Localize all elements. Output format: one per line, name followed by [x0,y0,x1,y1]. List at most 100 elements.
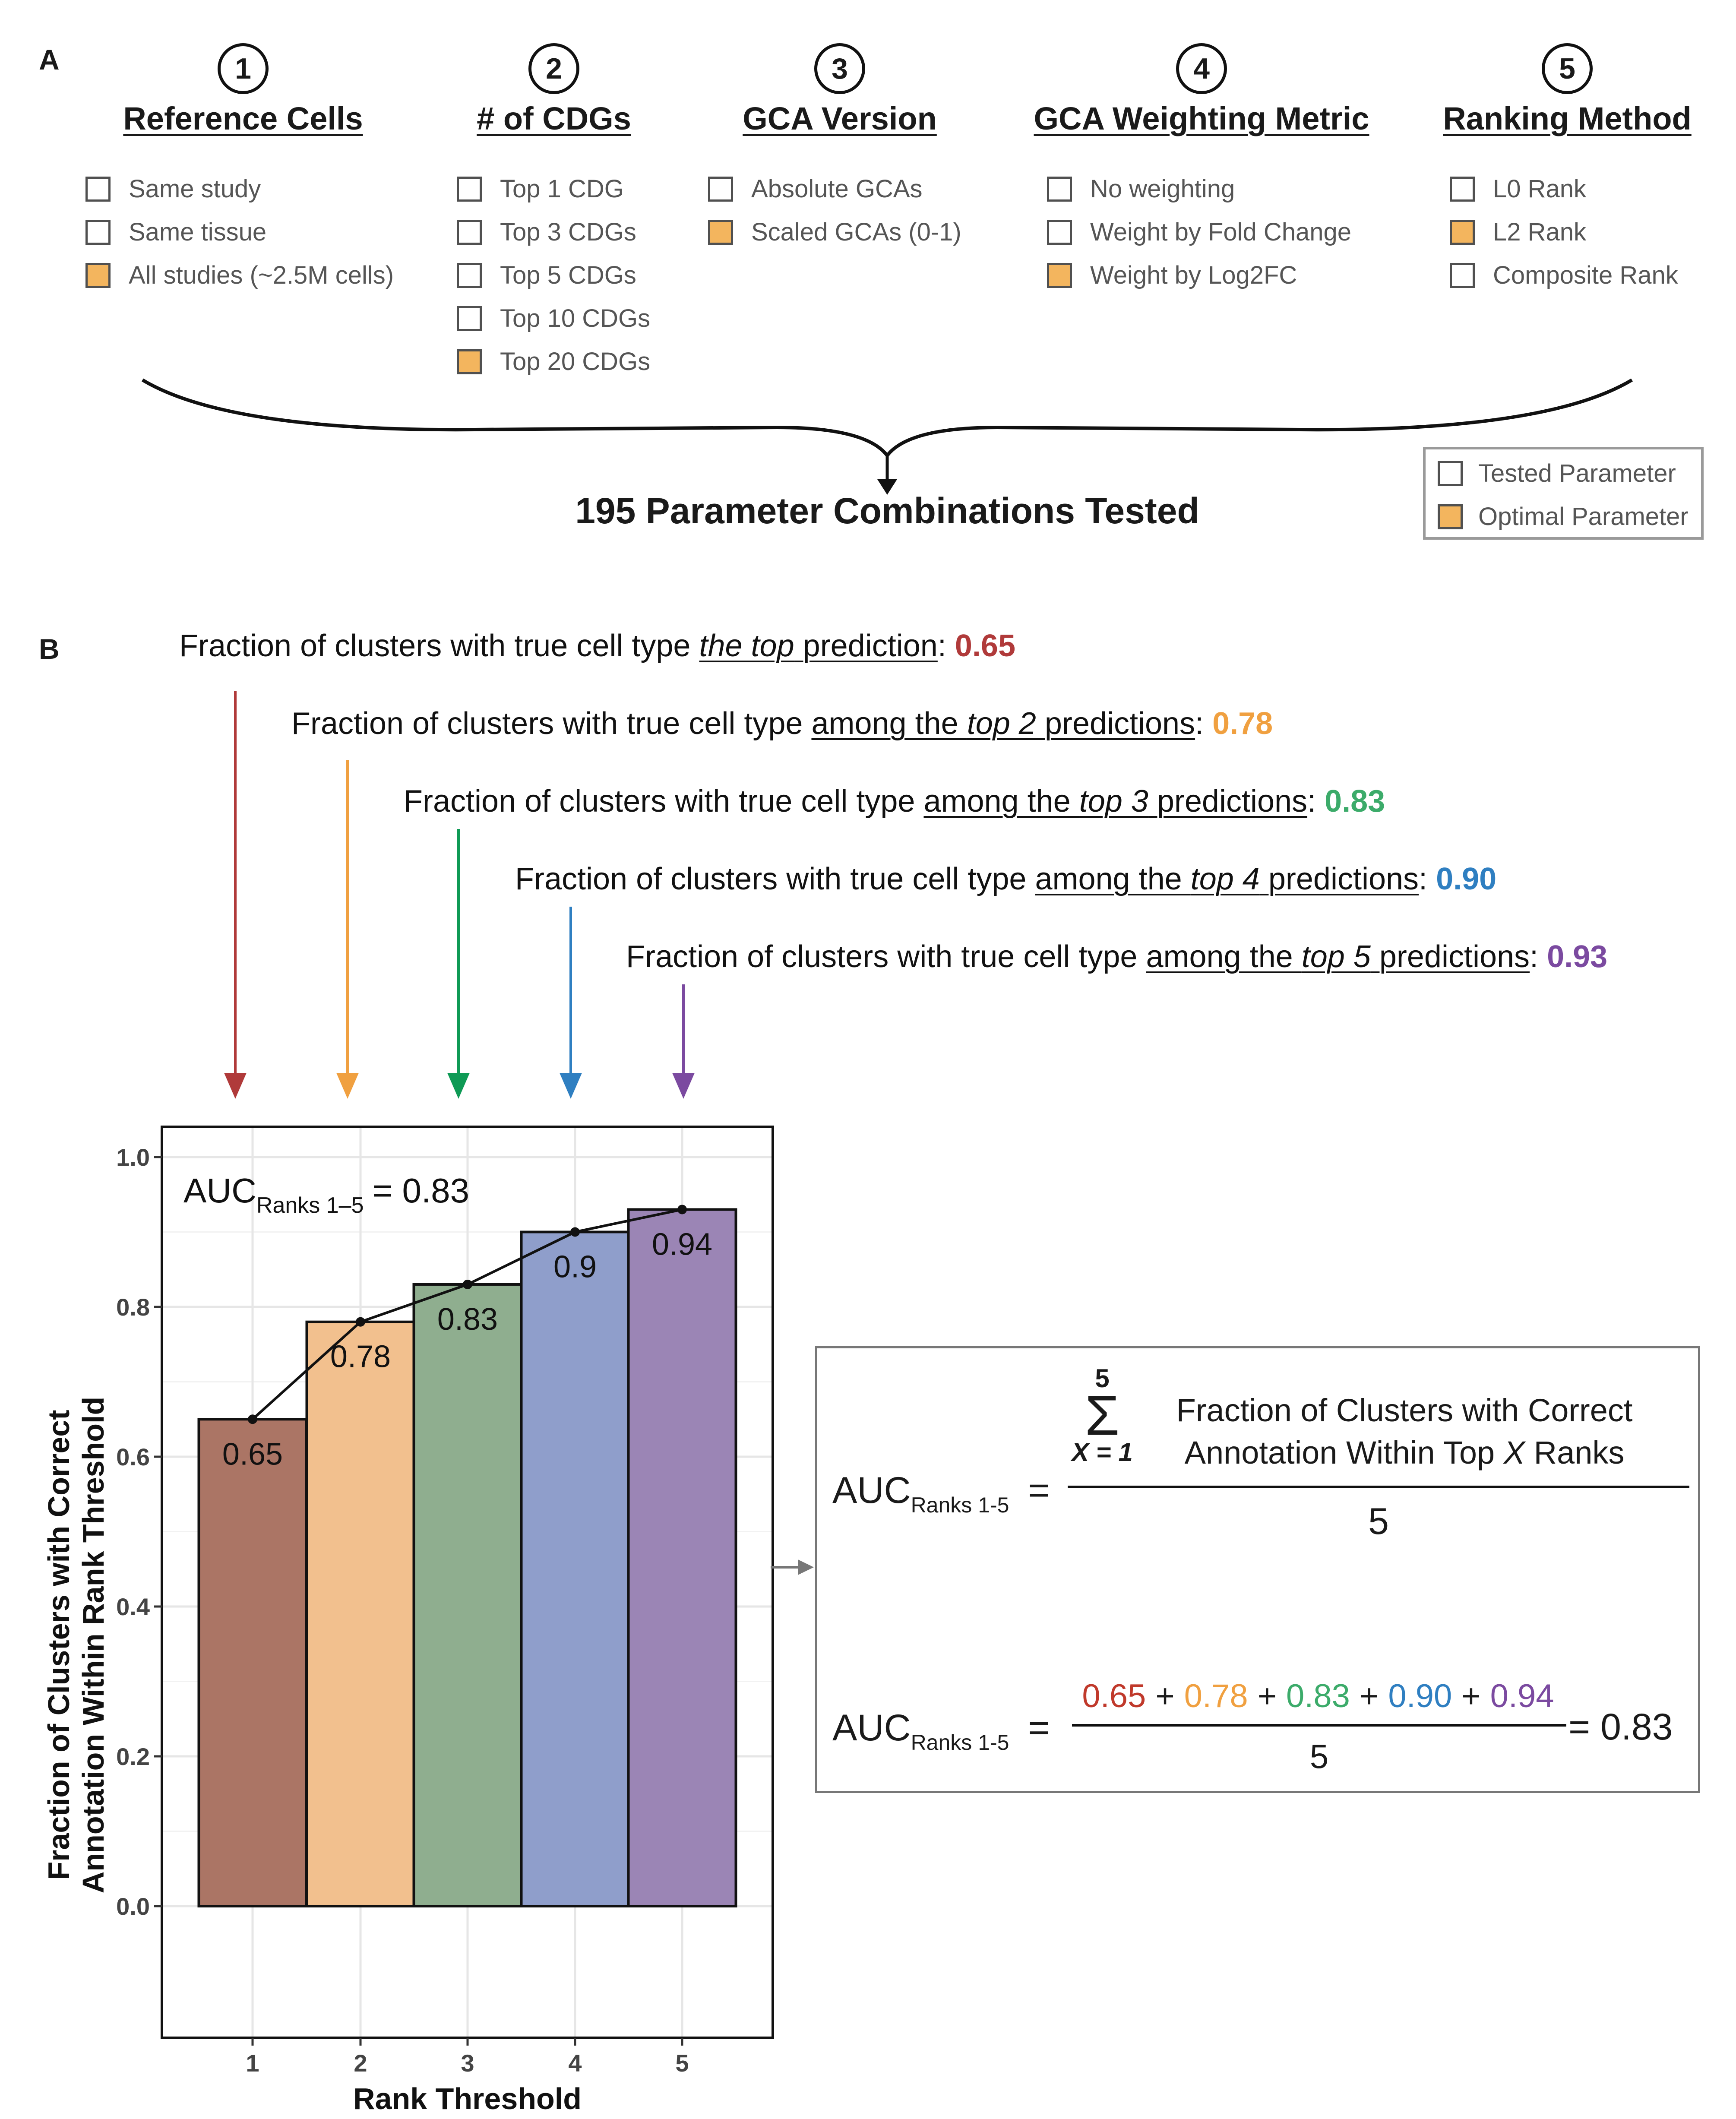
sum-term: 0.94 [1490,1678,1554,1714]
fraction-prefix: Fraction of clusters with true cell type [291,706,812,741]
fraction-underlined: the top prediction [699,629,937,663]
summary-brace [141,378,1633,495]
fraction-bar-1 [1068,1486,1689,1488]
underline-italic: top 4 [1190,862,1260,896]
tested-checkbox [85,176,111,202]
numerator-variable: X [1503,1435,1525,1471]
fraction-prefix: Fraction of clusters with true cell type [515,862,1035,896]
underline-italic: top 2 [967,706,1036,741]
option-label: Top 1 CDG [500,175,624,203]
y-tick-label: 0.0 [116,1893,150,1920]
auc-formula-box: AUCRanks 1-5 = 5 Σ X = 1 Fraction of Clu… [815,1346,1700,1793]
legend: Tested Parameter Optimal Parameter [1423,447,1704,540]
step-4: 4 GCA Weighting Metric [1012,43,1391,137]
fraction-prefix: Fraction of clusters with true cell type [626,939,1146,974]
fraction-value: 0.93 [1547,939,1608,974]
auc-base-2: AUC [832,1707,911,1749]
auc-sub: Ranks 1-5 [911,1493,1009,1517]
auc-sub-2: Ranks 1-5 [911,1730,1009,1755]
fraction-line-top-4: Fraction of clusters with true cell type… [515,862,1497,896]
option-row: Scaled GCAs (0-1) [708,218,961,247]
equals-sign-2: = [1028,1707,1050,1749]
option-label: Top 3 CDGs [500,218,636,246]
tested-checkbox [85,219,111,245]
underline-pre: among the [923,784,1079,819]
y-axis-title-line: Annotation Within Rank Threshold [76,1397,110,1893]
auc-annotation: AUCRanks 1–5 = 0.83 [183,1171,469,1218]
auc-formula-lhs-2: AUCRanks 1-5 = [832,1707,1050,1755]
x-tick-label: 5 [675,2049,689,2077]
step-number-circle: 2 [528,43,579,94]
option-row: Top 1 CDG [457,174,624,203]
option-label: All studies (~2.5M cells) [129,261,394,289]
tested-checkbox [1450,176,1475,202]
option-row: Weight by Log2FC [1047,261,1297,290]
step-1: 1 Reference Cells [53,43,433,137]
auc-annotation-value: = 0.83 [373,1171,470,1210]
auc-annotation-sub: Ranks 1–5 [256,1193,364,1218]
optimal-checkbox [708,219,733,245]
underline-post: predictions [1370,939,1530,974]
arrow-rank-2 [336,760,359,1099]
auc-result: = 0.83 [1568,1706,1673,1748]
fraction-value: 0.83 [1325,784,1385,819]
option-row: Top 10 CDGs [457,304,650,333]
option-row: Absolute GCAs [708,174,923,203]
underline-post: predictions [1148,784,1308,819]
data-label: 0.78 [330,1340,391,1374]
option-label: Weight by Fold Change [1090,218,1352,246]
y-axis-title-line: Fraction of Clusters with Correct [42,1410,76,1880]
arrow-rank-4 [560,907,582,1099]
fraction-prefix: Fraction of clusters with true cell type [404,784,924,819]
option-row: Top 5 CDGs [457,261,636,290]
underline-pre: among the [1146,939,1302,974]
y-tick-label: 0.6 [116,1443,150,1471]
sum-term: 0.83 [1286,1678,1350,1714]
data-label: 0.83 [437,1302,498,1337]
rank-threshold-bar-chart: 0.65 0.78 0.83 0.9 0.94 0.0 0.2 0.4 0.6 0.8 1.0 1 2 3… [42,1126,774,2116]
option-label: Same study [129,175,261,203]
option-label: Top 20 CDGs [500,348,651,376]
plus-sign: + [1461,1678,1481,1714]
fraction-line-top-1: Fraction of clusters with true cell type… [179,629,1015,663]
threshold-arrows [224,691,695,1099]
option-label: No weighting [1090,175,1235,203]
bar-rank-5 [627,1208,737,1908]
underline-post: prediction [794,629,938,663]
legend-tested-label: Tested Parameter [1478,459,1676,487]
sum-symbol: Σ [1085,1384,1120,1447]
fraction-value: 0.90 [1436,862,1497,896]
sum-term: 0.78 [1184,1678,1248,1714]
step-title: GCA Weighting Metric [1034,101,1369,136]
sum-block: 5 Σ X = 1 [1059,1366,1145,1466]
option-row: No weighting [1047,174,1235,203]
x-axis-title: Rank Threshold [353,2082,582,2116]
tested-checkbox [457,219,482,245]
step-title: # of CDGs [477,101,631,136]
option-label: Absolute GCAs [751,175,923,203]
option-label: L0 Rank [1493,175,1587,203]
auc-annotation-base: AUC [183,1171,256,1210]
optimal-checkbox [85,263,111,288]
option-label: L2 Rank [1493,218,1587,246]
panel-a-label: A [39,44,60,76]
option-row: Same tissue [85,218,266,247]
underline-pre: among the [811,706,967,741]
numerator-line-2-pre: Annotation Within Top [1184,1435,1504,1471]
arrow-rank-1 [224,691,247,1099]
fraction-line-top-2: Fraction of clusters with true cell type… [291,706,1273,741]
fraction-line-top-5: Fraction of clusters with true cell type… [626,939,1608,974]
option-row: Composite Rank [1450,261,1678,290]
fraction-underlined: among the top 2 predictions [811,706,1195,741]
optimal-swatch [1438,504,1463,529]
option-row: Weight by Fold Change [1047,218,1351,247]
equals-sign: = [1028,1470,1050,1511]
option-label: Composite Rank [1493,261,1678,289]
panel-b-label: B [39,633,60,665]
underline-post: predictions [1036,706,1195,741]
auc-base: AUC [832,1470,911,1511]
underline-post: predictions [1259,862,1419,896]
option-label: Same tissue [129,218,267,246]
fraction-line-top-3: Fraction of clusters with true cell type… [404,784,1385,819]
option-label: Top 5 CDGs [500,261,636,289]
